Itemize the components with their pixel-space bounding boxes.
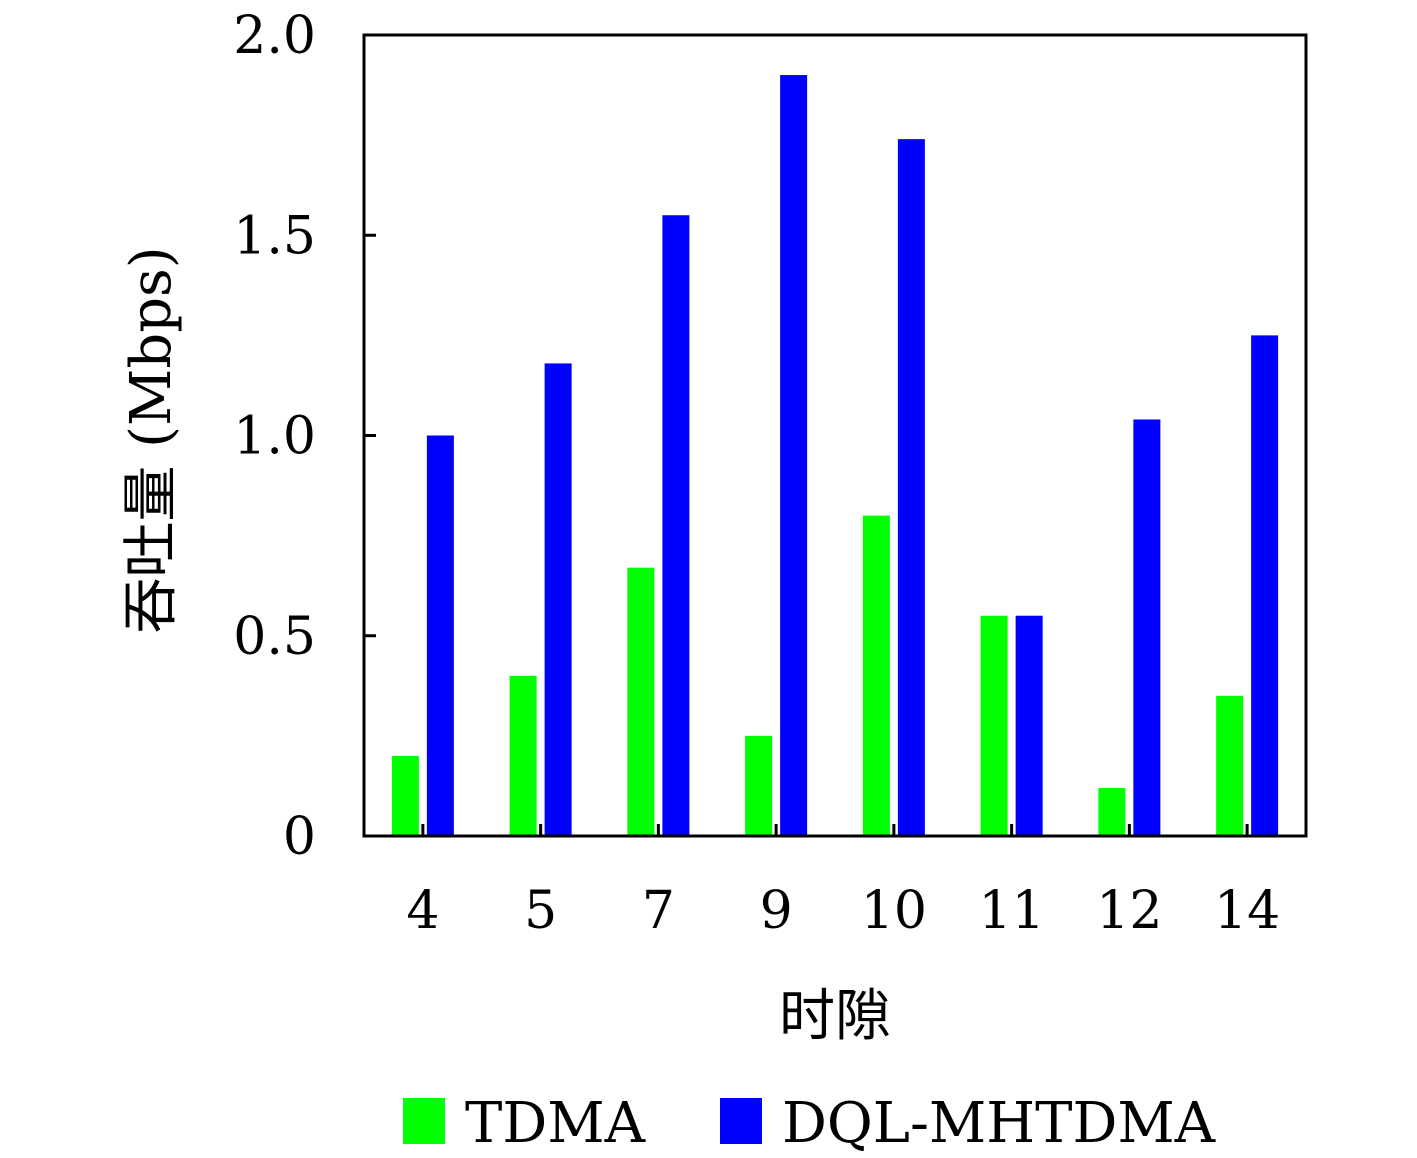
legend-label-tdma: TDMA bbox=[465, 1091, 646, 1156]
y-tick-label-1.0: 1.0 bbox=[233, 407, 316, 467]
y-tick-label-1.5: 1.5 bbox=[233, 206, 316, 266]
bar-dql-mhtdma-7 bbox=[662, 215, 690, 837]
bar-dql-mhtdma-5 bbox=[544, 363, 572, 836]
y-tick-label-2.0: 2.0 bbox=[233, 6, 316, 66]
bar-tdma-10 bbox=[862, 515, 890, 836]
x-tick-label-5: 5 bbox=[524, 881, 557, 941]
bar-tdma-4 bbox=[391, 755, 419, 836]
bars-layer bbox=[391, 75, 1279, 837]
bar-dql-mhtdma-9 bbox=[780, 75, 808, 837]
legend: TDMA DQL-MHTDMA bbox=[403, 1091, 1216, 1156]
bar-tdma-12 bbox=[1098, 787, 1126, 836]
x-tick-label-10: 10 bbox=[861, 881, 927, 941]
bar-dql-mhtdma-14 bbox=[1251, 335, 1279, 836]
legend-swatch-tdma bbox=[403, 1098, 445, 1144]
x-tick-label-9: 9 bbox=[760, 881, 793, 941]
y-axis-title: 吞吐量 (Mbps) bbox=[119, 246, 184, 633]
bar-tdma-11 bbox=[980, 615, 1008, 836]
bar-tdma-5 bbox=[509, 675, 537, 836]
x-tick-labels: 4 5 7 9 10 11 12 14 bbox=[406, 881, 1280, 941]
x-axis-title: 时隙 bbox=[779, 984, 891, 1049]
x-tick-label-12: 12 bbox=[1096, 881, 1162, 941]
x-tick-label-4: 4 bbox=[406, 881, 439, 941]
x-tick-label-7: 7 bbox=[642, 881, 675, 941]
x-tick-label-14: 14 bbox=[1214, 881, 1280, 941]
x-tick-label-11: 11 bbox=[979, 881, 1045, 941]
bar-dql-mhtdma-12 bbox=[1133, 419, 1161, 836]
ticks-layer bbox=[364, 233, 1249, 836]
legend-swatch-dql-mhtdma bbox=[720, 1098, 762, 1144]
y-tick-labels: 0 0.5 1.0 1.5 2.0 bbox=[233, 6, 316, 867]
bar-dql-mhtdma-4 bbox=[426, 435, 454, 836]
bar-tdma-7 bbox=[627, 567, 655, 836]
bar-tdma-9 bbox=[745, 735, 773, 836]
plot-frame bbox=[362, 33, 1308, 838]
y-tick-label-0: 0 bbox=[283, 807, 316, 867]
bar-dql-mhtdma-10 bbox=[897, 139, 925, 836]
bar-tdma-14 bbox=[1216, 695, 1244, 836]
bar-dql-mhtdma-11 bbox=[1015, 615, 1043, 836]
y-tick-label-0.5: 0.5 bbox=[233, 607, 316, 667]
legend-label-dql-mhtdma: DQL-MHTDMA bbox=[782, 1091, 1216, 1156]
